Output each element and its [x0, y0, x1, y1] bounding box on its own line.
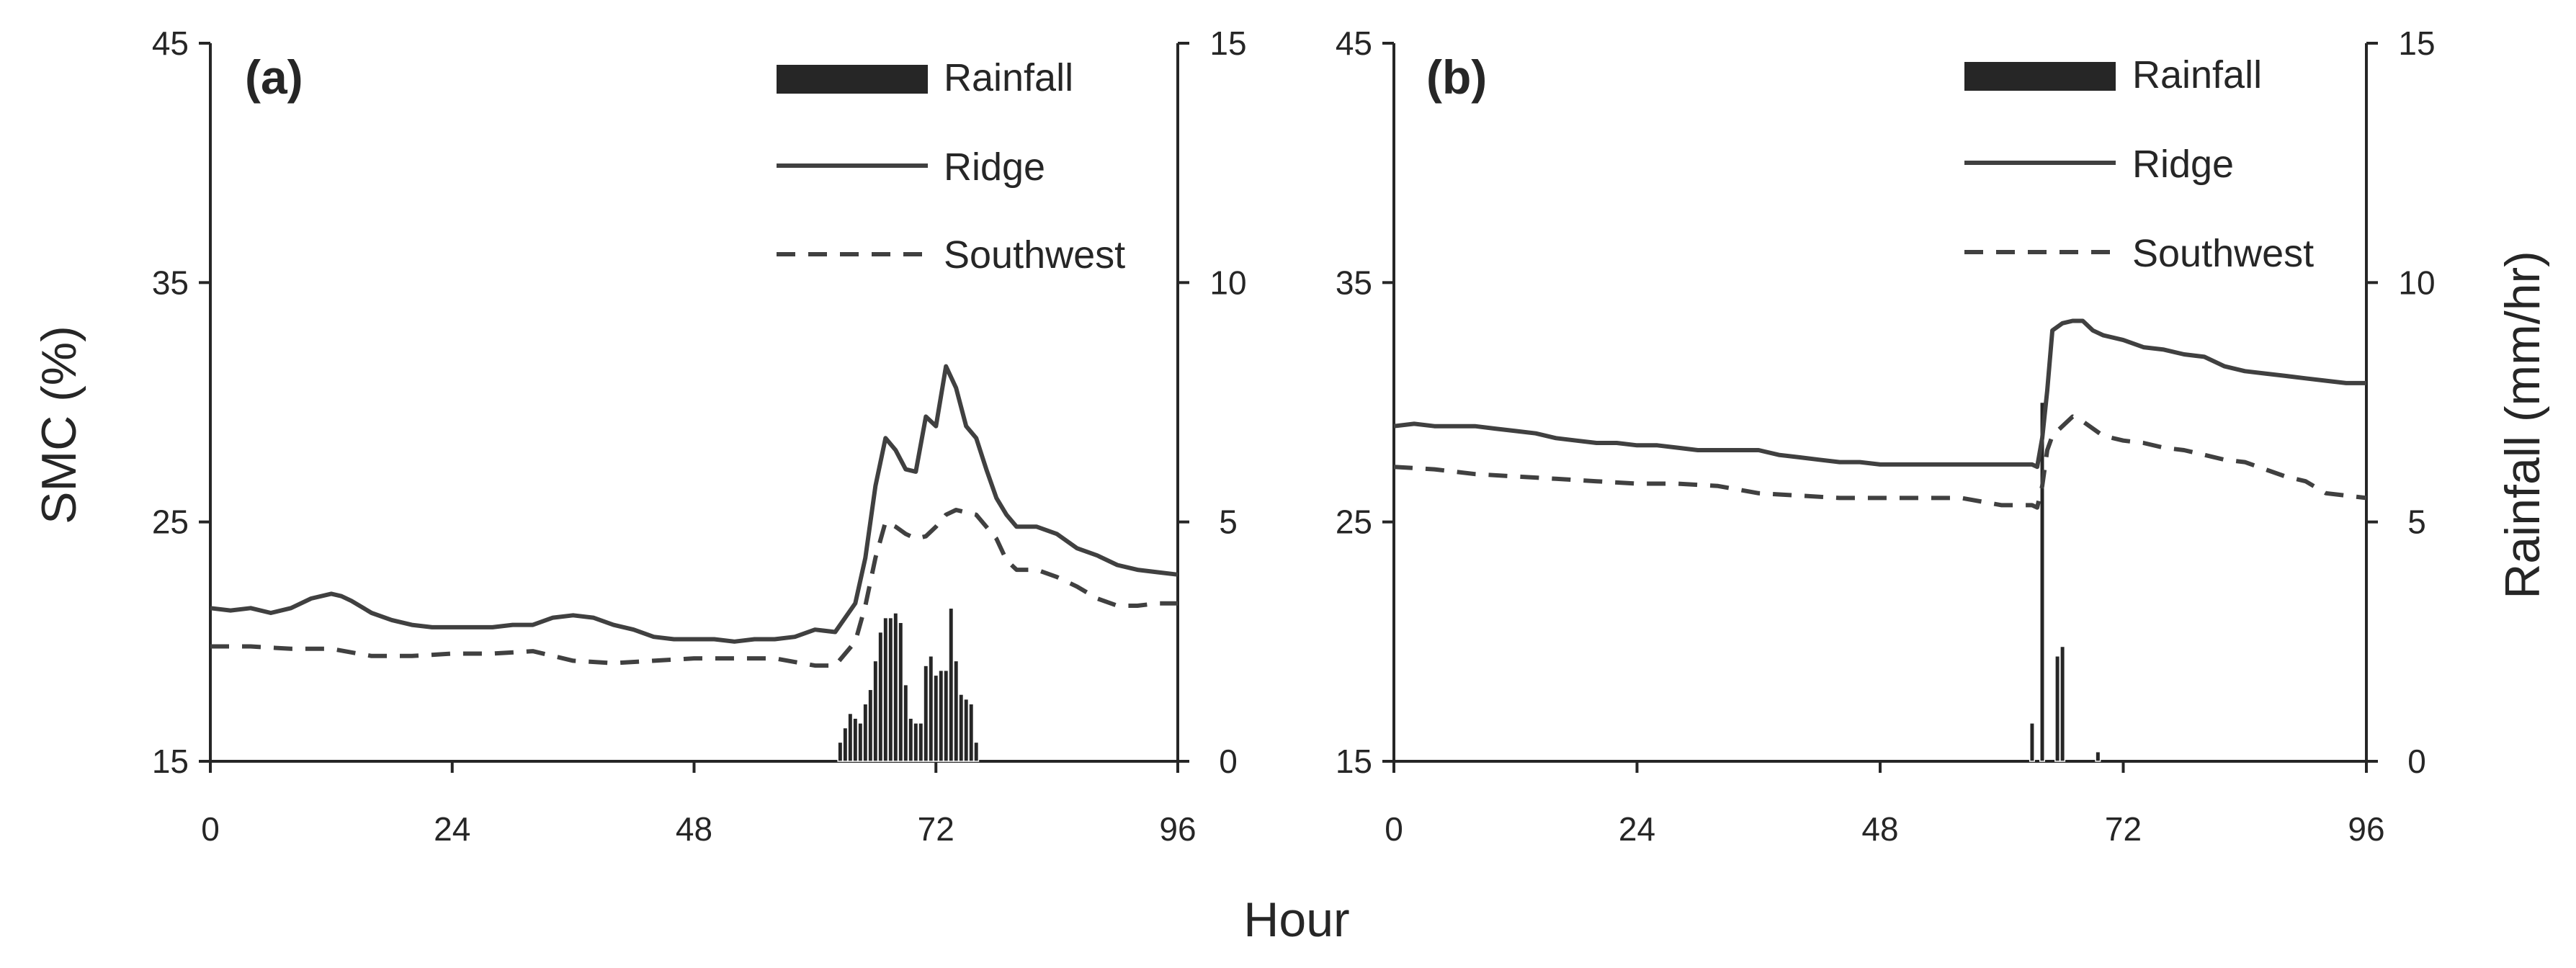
rainfall-bar — [948, 607, 954, 762]
rainfall-bar — [847, 712, 854, 762]
rainfall-bar — [903, 684, 909, 762]
x-tick-label: 48 — [1861, 810, 1898, 848]
rainfall-bar — [918, 722, 924, 762]
rainfall-bars-a — [837, 607, 980, 762]
y-right-tick-label: 15 — [2398, 24, 2435, 62]
rainfall-bar — [908, 717, 914, 762]
panel-label-b: (b) — [1426, 50, 1487, 104]
legend-label-ridge: Ridge — [2132, 143, 2234, 186]
ridge-line — [1393, 318, 2366, 470]
smc-lines-b — [1393, 318, 2367, 510]
rainfall-bar — [953, 660, 960, 762]
legend-label-rainfall: Rainfall — [944, 56, 1073, 99]
legend-swatch-rainfall — [1964, 62, 2116, 91]
x-tick-label: 96 — [1159, 810, 1196, 848]
x-axis-title: Hour — [1243, 892, 1349, 947]
y-right-tick-label: 15 — [1209, 24, 1246, 62]
rainfall-bar — [2095, 750, 2101, 762]
x-tick-label: 24 — [1619, 810, 1655, 848]
rainfall-bar — [963, 698, 970, 762]
rainfall-bar — [938, 669, 944, 762]
y-right-tick-label: 0 — [2407, 743, 2426, 780]
panel-b: (b) 15 25 35 45 0 5 10 15 0 24 48 72 96 Rainfall Rid… — [1336, 24, 2436, 848]
x-tick-label: 0 — [201, 810, 220, 848]
y-left-tick-label: 35 — [1336, 264, 1372, 301]
x-tick-label: 0 — [1385, 810, 1403, 848]
southwest-line — [1393, 414, 2367, 510]
y-right-tick-label: 5 — [2407, 503, 2426, 541]
rainfall-bar — [867, 689, 874, 762]
rainfall-bar — [928, 655, 934, 762]
legend-label-ridge: Ridge — [944, 145, 1045, 189]
y-left-tick-label: 25 — [152, 503, 189, 541]
y-right-tick-label: 10 — [2398, 264, 2435, 301]
legend-label-southwest: Southwest — [2132, 232, 2314, 275]
axes-a: 15 25 35 45 0 5 10 15 0 24 48 72 96 — [152, 24, 1247, 848]
rainfall-bar — [857, 722, 864, 762]
y-left-tick-label: 45 — [1336, 24, 1372, 62]
rainfall-bar — [2054, 655, 2061, 762]
y-right-tick-label: 0 — [1219, 743, 1238, 780]
y-right-tick-label: 10 — [1209, 264, 1246, 301]
rainfall-bar — [2029, 722, 2035, 762]
axes-b: 15 25 35 45 0 5 10 15 0 24 48 72 96 — [1336, 24, 2436, 848]
rainfall-bar — [958, 694, 965, 762]
x-tick-label: 48 — [676, 810, 712, 848]
rainfall-bars-b — [2029, 401, 2101, 762]
panel-a: (a) 15 25 35 45 0 5 10 15 0 24 48 72 96 Rainfall Rid… — [152, 24, 1247, 848]
y-left-tick-label: 45 — [152, 24, 189, 62]
rainfall-bar — [933, 674, 939, 762]
ridge-line — [210, 364, 1179, 644]
y-left-axis-title: SMC (%) — [32, 326, 86, 524]
rainfall-bar — [872, 660, 879, 762]
rainfall-bar — [973, 741, 980, 762]
x-tick-label: 72 — [918, 810, 954, 848]
legend-label-southwest: Southwest — [944, 233, 1125, 277]
legend-a: Rainfall Ridge Southwest — [777, 56, 1125, 277]
rainfall-bar — [877, 631, 884, 762]
rainfall-bar — [852, 717, 859, 762]
rainfall-bar — [913, 722, 919, 762]
y-left-tick-label: 15 — [152, 743, 189, 780]
rainfall-bar — [968, 703, 975, 762]
rainfall-bar — [898, 622, 904, 762]
y-right-tick-label: 5 — [1219, 503, 1238, 541]
y-left-tick-label: 15 — [1336, 743, 1372, 780]
y-right-axis-title: Rainfall (mm/hr) — [2495, 251, 2550, 599]
panel-label-a: (a) — [245, 50, 303, 104]
legend-b: Rainfall Ridge Southwest — [1964, 53, 2314, 275]
rainfall-bar — [882, 617, 889, 762]
y-left-tick-label: 25 — [1336, 503, 1372, 541]
rainfall-bar — [842, 727, 849, 762]
x-tick-label: 24 — [434, 810, 470, 848]
rainfall-bar — [887, 617, 894, 762]
legend-swatch-rainfall — [777, 65, 928, 94]
y-left-tick-label: 35 — [152, 264, 189, 301]
rainfall-bar — [893, 612, 899, 762]
rainfall-bar — [943, 669, 949, 762]
rainfall-bar — [2060, 645, 2066, 762]
rainfall-bar — [837, 741, 844, 762]
legend-label-rainfall: Rainfall — [2132, 53, 2262, 97]
rainfall-bar — [862, 703, 869, 762]
x-tick-label: 72 — [2105, 810, 2142, 848]
rainfall-bar — [2039, 401, 2045, 762]
x-tick-label: 96 — [2348, 810, 2384, 848]
rainfall-bar — [923, 665, 929, 762]
smc-lines-a — [210, 364, 1179, 668]
